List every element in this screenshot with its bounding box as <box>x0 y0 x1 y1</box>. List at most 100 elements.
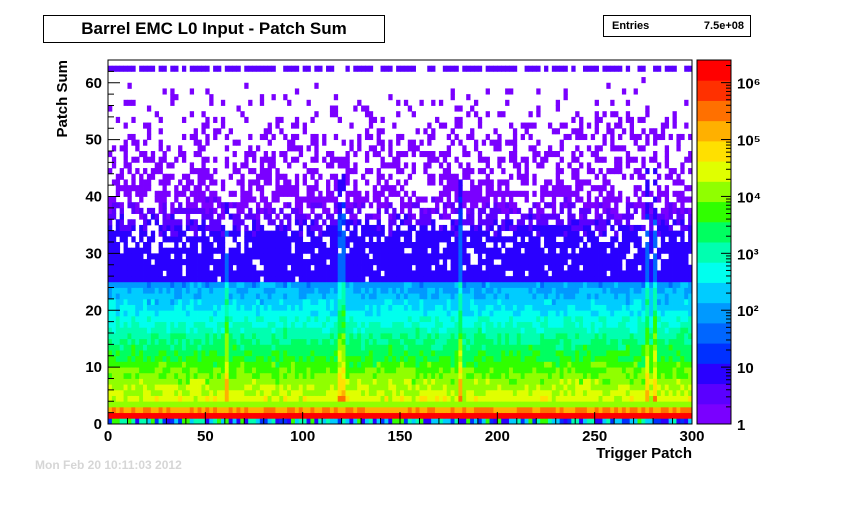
heatmap-cell <box>139 230 144 237</box>
heatmap-cell <box>551 264 557 271</box>
heatmap-cell <box>139 304 144 311</box>
heatmap-cell <box>407 173 413 180</box>
heatmap-cell <box>248 230 253 237</box>
heatmap-cell <box>314 65 319 72</box>
heatmap-cell <box>524 367 529 374</box>
heatmap-cell <box>127 378 132 385</box>
heatmap-cell <box>217 315 222 323</box>
heatmap-cell <box>532 406 537 414</box>
heatmap-cell <box>111 259 117 266</box>
heatmap-cell <box>333 338 339 345</box>
heatmap-cell <box>357 367 362 374</box>
heatmap-cell <box>450 207 455 214</box>
heatmap-cell <box>294 190 300 197</box>
heatmap-cell <box>314 384 319 391</box>
heatmap-cell <box>423 367 428 374</box>
heatmap-cell <box>193 384 198 391</box>
heatmap-cell <box>446 361 452 368</box>
heatmap-cell <box>493 333 498 340</box>
heatmap-cell <box>329 310 335 317</box>
heatmap-cell <box>220 253 226 260</box>
heatmap-cell <box>205 173 210 180</box>
heatmap-cell <box>263 270 269 277</box>
heatmap-cell <box>139 310 144 317</box>
heatmap-cell <box>462 190 467 197</box>
heatmap-cell <box>224 230 230 237</box>
heatmap-cell <box>442 406 448 414</box>
heatmap-cell <box>201 281 206 288</box>
heatmap-cell <box>150 350 156 357</box>
heatmap-cell <box>532 224 537 232</box>
heatmap-cell <box>209 179 214 186</box>
heatmap-cell <box>431 401 436 408</box>
heatmap-cell <box>400 133 405 141</box>
heatmap-cell <box>380 327 385 334</box>
heatmap-cell <box>185 179 191 186</box>
heatmap-cell <box>290 372 296 379</box>
heatmap-cell <box>236 224 241 232</box>
heatmap-cell <box>427 321 432 328</box>
heatmap-cell <box>551 361 557 368</box>
heatmap-cell <box>376 389 381 396</box>
heatmap-cell <box>119 298 124 305</box>
heatmap-cell <box>485 65 490 72</box>
heatmap-cell <box>294 333 300 340</box>
heatmap-cell <box>505 355 510 362</box>
heatmap-cell <box>111 333 117 340</box>
heatmap-cell <box>263 128 269 135</box>
heatmap-cell <box>154 384 160 391</box>
heatmap-cell <box>516 276 522 283</box>
heatmap-cell <box>228 281 233 288</box>
heatmap-cell <box>201 236 206 243</box>
heatmap-cell <box>345 179 350 186</box>
heatmap-cell <box>489 389 494 396</box>
heatmap-cell <box>224 315 230 323</box>
heatmap-cell <box>111 389 117 396</box>
heatmap-cell <box>392 367 397 374</box>
heatmap-cell <box>178 315 183 323</box>
heatmap-cell <box>540 207 545 214</box>
heatmap-cell <box>302 270 307 277</box>
heatmap-cell <box>310 372 315 379</box>
heatmap-cell <box>505 406 510 414</box>
heatmap-cell <box>396 133 401 141</box>
heatmap-cell <box>505 367 510 374</box>
heatmap-cell <box>493 219 498 226</box>
heatmap-cell <box>329 287 335 294</box>
heatmap-cell <box>310 310 315 317</box>
heatmap-cell <box>283 333 288 340</box>
heatmap-cell <box>477 327 483 334</box>
heatmap-cell <box>143 298 148 305</box>
heatmap-cell <box>345 327 350 334</box>
heatmap-cell <box>162 378 167 385</box>
heatmap-cell <box>248 270 253 277</box>
heatmap-cell <box>419 219 424 226</box>
heatmap-cell <box>462 304 467 311</box>
heatmap-cell <box>536 247 541 254</box>
heatmap-cell <box>516 242 522 249</box>
heatmap-cell <box>520 395 525 402</box>
heatmap-cell <box>473 236 479 243</box>
heatmap-cell <box>139 293 144 300</box>
heatmap-cell <box>512 162 518 169</box>
heatmap-cell <box>470 384 475 391</box>
heatmap-cell <box>388 281 393 288</box>
heatmap-cell <box>135 168 140 175</box>
heatmap-cell <box>388 219 393 226</box>
heatmap-cell <box>322 196 327 203</box>
heatmap-cell <box>248 145 253 152</box>
heatmap-cell <box>551 395 557 402</box>
heatmap-cell <box>520 276 525 283</box>
heatmap-cell <box>396 99 401 106</box>
heatmap-cell <box>178 344 183 351</box>
heatmap-cell <box>181 310 187 317</box>
heatmap-cell <box>524 253 529 260</box>
heatmap-cell <box>135 270 140 277</box>
heatmap-cell <box>466 384 471 391</box>
heatmap-cell <box>162 304 167 311</box>
heatmap-cell <box>224 333 230 340</box>
heatmap-cell <box>150 372 156 379</box>
heatmap-cell <box>473 224 479 232</box>
heatmap-cell <box>263 230 269 237</box>
heatmap-cell <box>438 412 444 419</box>
